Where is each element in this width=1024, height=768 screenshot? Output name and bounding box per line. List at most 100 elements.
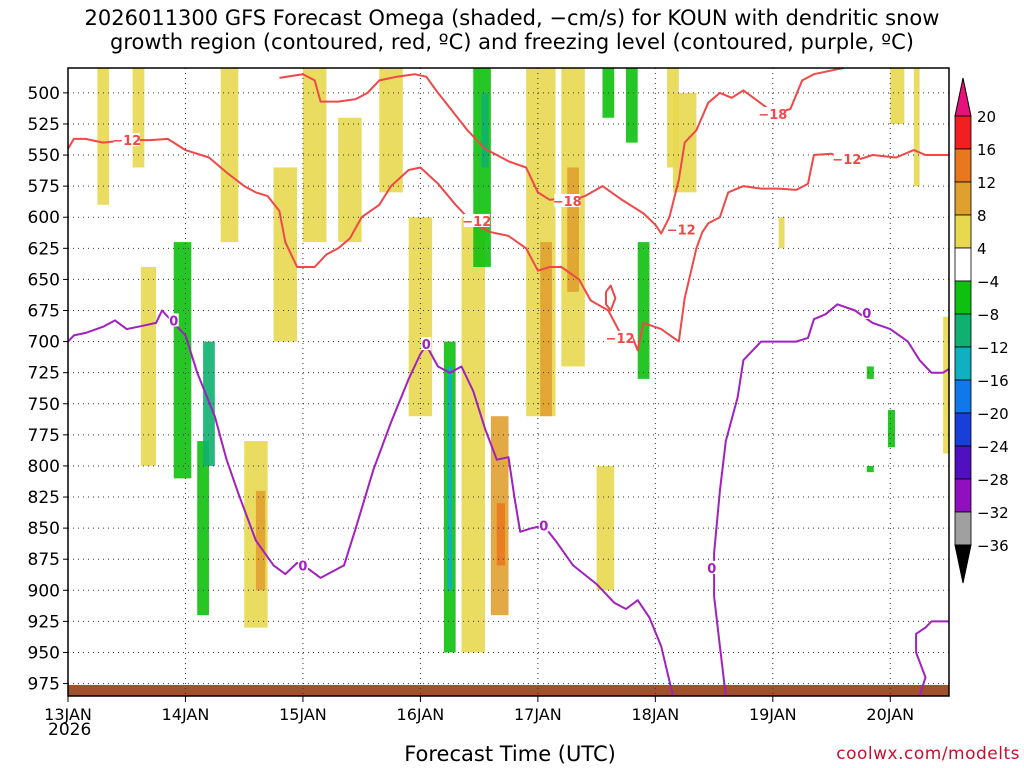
colorbar-swatch (954, 346, 972, 381)
colorbar-bottom-arrow (954, 544, 972, 584)
colorbar-top-arrow (954, 77, 972, 117)
colorbar-swatch (954, 379, 972, 414)
omega-region-8to12 (567, 167, 579, 292)
colorbar-label: 20 (977, 108, 996, 126)
dgz-contour-minus18 (279, 67, 844, 235)
y-tick-label: 950 (28, 643, 60, 663)
contour-label-bg (833, 151, 860, 165)
colorbar-swatch (954, 412, 972, 447)
colorbar-swatch (954, 478, 972, 513)
chart-title: 2026011300 GFS Forecast Omega (shaded, −… (0, 6, 1024, 54)
colorbar-label: −36 (977, 537, 1009, 555)
omega-region-8to12 (255, 490, 266, 591)
contour-label-bg (668, 222, 695, 236)
contour-label-bg (113, 133, 140, 147)
contour-label-bg (421, 337, 432, 351)
contour-label-bg (463, 213, 490, 227)
colorbar-label: −28 (977, 471, 1009, 489)
x-tick-label: 14JAN (162, 705, 210, 724)
credit-link[interactable]: coolwx.com/modelts (836, 744, 1020, 764)
chart-title-line-2: growth region (contoured, red, ºC) and f… (110, 30, 914, 54)
omega-region-m12 (481, 92, 489, 168)
y-tick-label: 625 (28, 239, 60, 259)
omega-region-4to8 (596, 465, 615, 591)
y-tick-label: 800 (28, 457, 60, 477)
colorbar-label: −20 (977, 405, 1009, 423)
y-tick-label: 775 (28, 426, 60, 446)
colorbar-label: −32 (977, 504, 1009, 522)
omega-region-m16 (447, 366, 453, 591)
omega-region-4to8 (913, 68, 920, 187)
colorbar-swatch (954, 445, 972, 480)
plot-frame (67, 67, 950, 697)
contour-label: 0 (298, 559, 307, 574)
colorbar-label: −4 (977, 273, 999, 291)
omega-region-8to12 (540, 242, 552, 417)
contour-label: −12 (462, 215, 491, 230)
omega-region-4to8 (140, 266, 157, 466)
colorbar-swatch (954, 511, 972, 546)
colorbar-swatch (954, 115, 972, 150)
contour-label-bg (168, 313, 179, 327)
omega-region-12to16 (496, 503, 505, 566)
x-tick-label: 17JAN (514, 705, 562, 724)
colorbar-swatch (954, 247, 972, 282)
omega-region-4to8 (943, 316, 949, 454)
y-tick-label: 825 (28, 488, 60, 508)
x-tick-label: 18JAN (631, 705, 679, 724)
omega-region-4to8 (890, 68, 905, 124)
contour-label: −12 (606, 332, 635, 347)
colorbar-swatch (954, 214, 972, 249)
omega-region-4to8 (273, 167, 298, 342)
omega-region-4to8 (302, 68, 327, 243)
colorbar-swatch (954, 181, 972, 216)
colorbar-swatch (954, 148, 972, 183)
y-tick-label: 675 (28, 301, 60, 321)
omega-region-m8 (866, 465, 874, 473)
omega-region-4to8 (220, 68, 239, 243)
colorbar-label: −12 (977, 339, 1009, 357)
contour-label: 0 (169, 314, 178, 329)
y-tick-label: 650 (28, 270, 60, 290)
y-tick-label: 850 (28, 519, 60, 539)
chart-title-line-1: 2026011300 GFS Forecast Omega (shaded, −… (84, 6, 940, 30)
colorbar-label: −16 (977, 372, 1009, 390)
contour-label-bg (607, 330, 634, 344)
x-axis-title: Forecast Time (UTC) (404, 742, 616, 766)
freezing-level-contour-3 (915, 620, 949, 697)
terrain-ground (68, 685, 949, 696)
y-tick-label: 525 (28, 115, 60, 135)
contour-label: 0 (707, 562, 716, 577)
contour-label-bg (759, 107, 786, 121)
contour-label: −18 (758, 108, 787, 123)
x-tick-label: 13JAN (44, 705, 92, 724)
x-axis-year-label: 2026 (48, 720, 92, 740)
omega-region-4to8 (778, 217, 785, 249)
omega-region-4to8 (338, 117, 362, 243)
y-tick-label: 550 (28, 146, 60, 166)
x-tick-label: 20JAN (866, 705, 914, 724)
contour-label: 0 (422, 338, 431, 353)
contour-label: −18 (553, 195, 582, 210)
contour-label-bg (538, 518, 549, 532)
omega-region-4to8 (379, 68, 403, 193)
contour-label: 0 (862, 307, 871, 322)
colorbar-label: −24 (977, 438, 1009, 456)
contour-label: −12 (112, 134, 141, 149)
y-tick-label: 725 (28, 364, 60, 384)
contour-label-bg (861, 305, 872, 319)
omega-region-4to8 (97, 68, 110, 205)
y-tick-label: 575 (28, 177, 60, 197)
omega-region-4to8 (408, 217, 433, 417)
omega-region-m8 (887, 409, 895, 448)
y-tick-label: 500 (28, 84, 60, 104)
y-tick-label: 600 (28, 208, 60, 228)
contour-label: 0 (539, 520, 548, 535)
contour-label-bg (297, 558, 308, 572)
colorbar-label: −8 (977, 306, 999, 324)
omega-region-4to8 (132, 68, 145, 168)
x-tick-label: 15JAN (279, 705, 327, 724)
colorbar-label: 12 (977, 174, 996, 192)
y-tick-label: 875 (28, 550, 60, 570)
